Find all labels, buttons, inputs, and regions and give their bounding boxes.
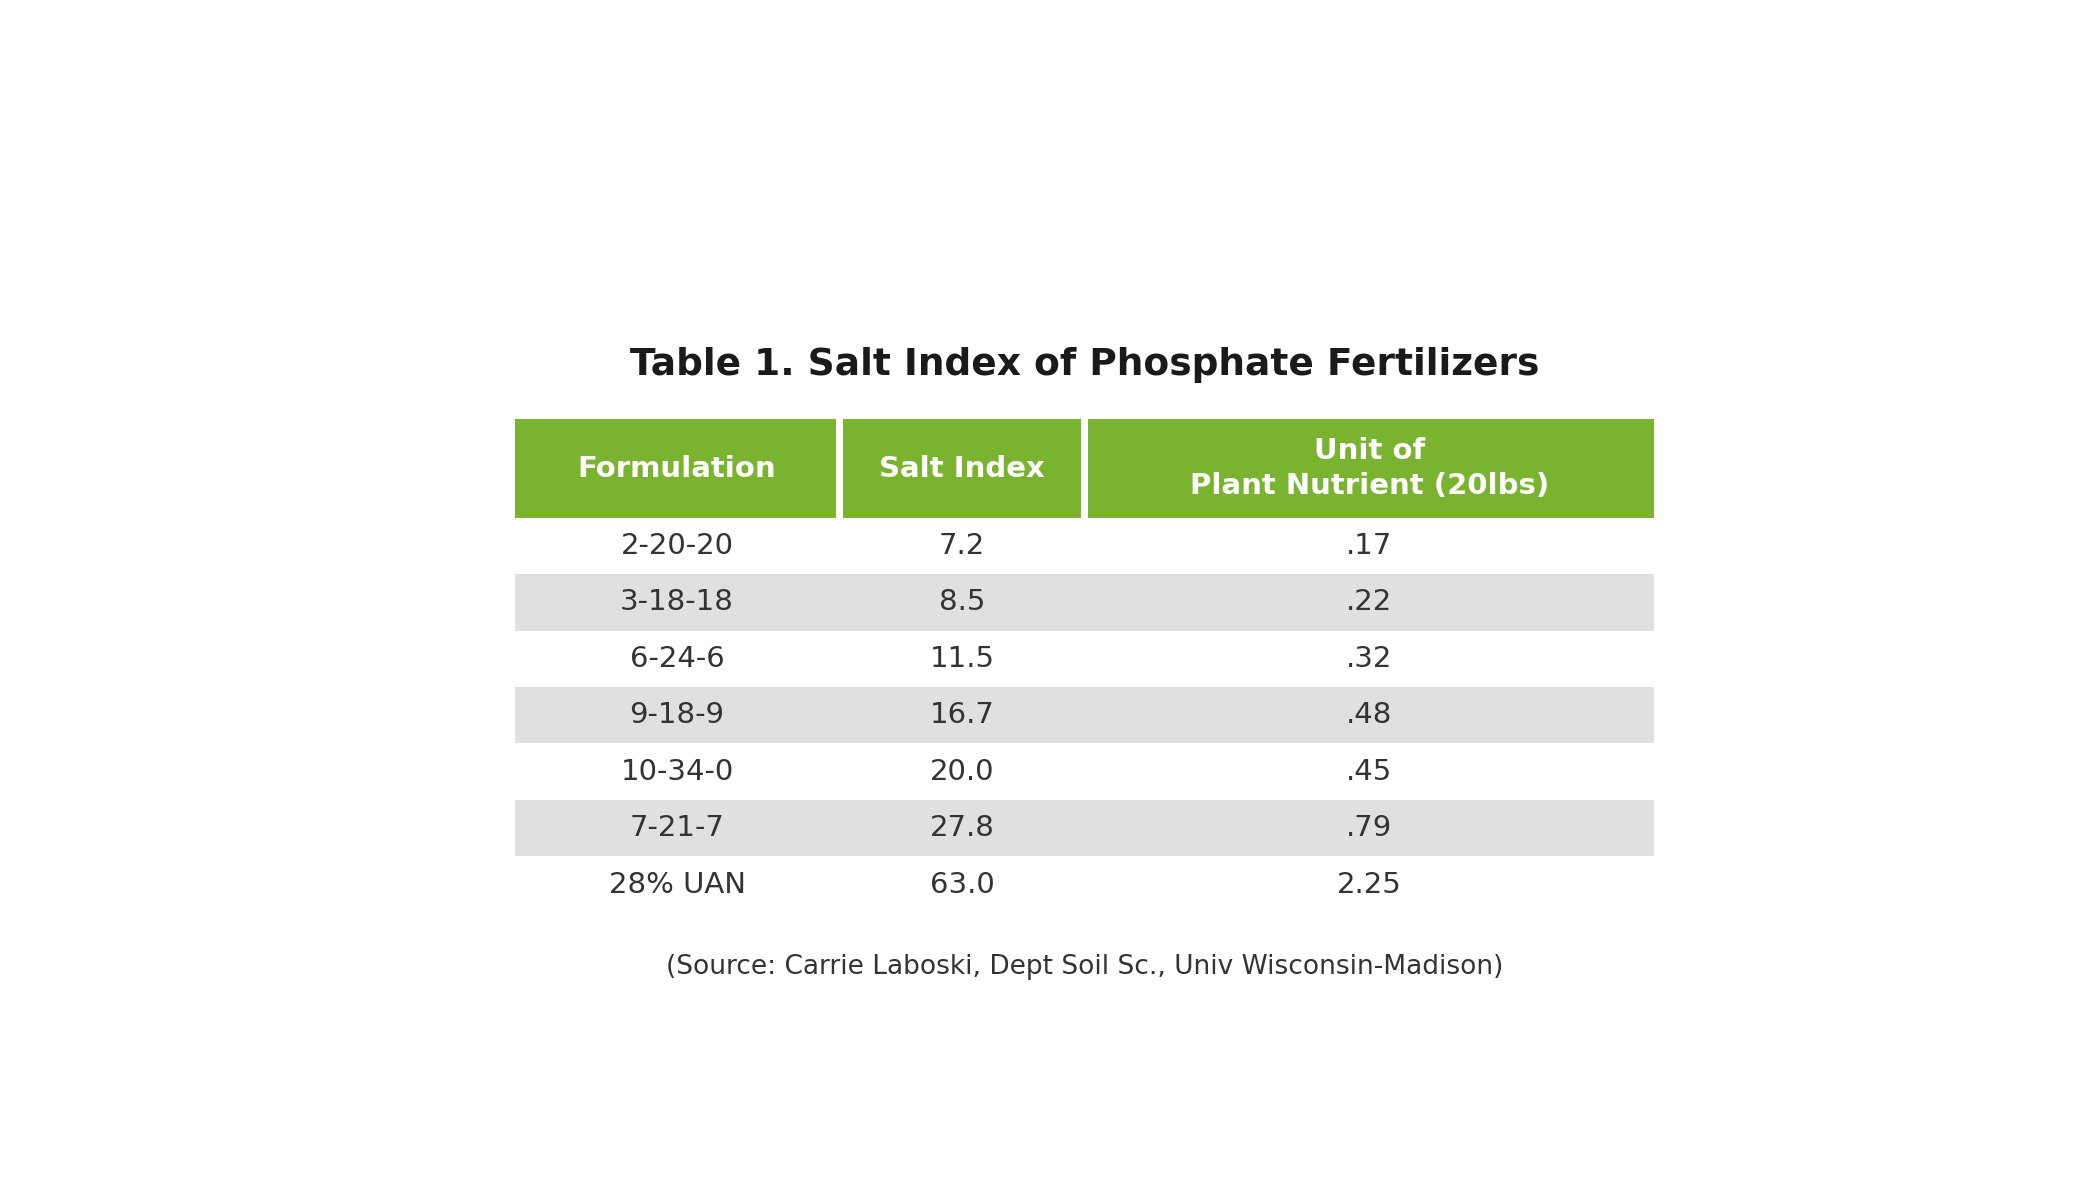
- Text: .79: .79: [1346, 814, 1392, 842]
- Text: .45: .45: [1346, 758, 1392, 786]
- Bar: [514, 630, 1655, 687]
- Text: 2.25: 2.25: [1338, 870, 1401, 898]
- Bar: [514, 800, 1655, 856]
- Text: 63.0: 63.0: [930, 870, 993, 898]
- Bar: [514, 420, 1655, 518]
- Text: 11.5: 11.5: [930, 645, 995, 673]
- Text: Table 1. Salt Index of Phosphate Fertilizers: Table 1. Salt Index of Phosphate Fertili…: [630, 346, 1539, 383]
- Text: 9-18-9: 9-18-9: [630, 701, 724, 729]
- Text: 2-20-20: 2-20-20: [622, 532, 733, 560]
- Bar: [514, 687, 1655, 743]
- Bar: [514, 574, 1655, 630]
- Text: 27.8: 27.8: [930, 814, 995, 842]
- Text: .17: .17: [1346, 532, 1392, 560]
- Text: Unit of
Plant Nutrient (20lbs): Unit of Plant Nutrient (20lbs): [1189, 437, 1550, 500]
- Text: (Source: Carrie Laboski, Dept Soil Sc., Univ Wisconsin-Madison): (Source: Carrie Laboski, Dept Soil Sc., …: [666, 954, 1504, 980]
- Text: 10-34-0: 10-34-0: [620, 758, 733, 786]
- Bar: [1082, 420, 1088, 518]
- Text: .32: .32: [1346, 645, 1392, 673]
- Text: 7-21-7: 7-21-7: [630, 814, 724, 842]
- Text: .48: .48: [1346, 701, 1392, 729]
- Text: 3-18-18: 3-18-18: [620, 589, 735, 616]
- Bar: [836, 420, 842, 518]
- Text: Formulation: Formulation: [578, 455, 777, 482]
- Text: 28% UAN: 28% UAN: [609, 870, 746, 898]
- Text: 20.0: 20.0: [930, 758, 993, 786]
- Text: Salt Index: Salt Index: [880, 455, 1046, 482]
- Bar: [514, 743, 1655, 800]
- Text: 7.2: 7.2: [939, 532, 985, 560]
- Bar: [514, 518, 1655, 574]
- Text: 16.7: 16.7: [930, 701, 995, 729]
- Text: 8.5: 8.5: [939, 589, 985, 616]
- Bar: [514, 856, 1655, 913]
- Text: .22: .22: [1346, 589, 1392, 616]
- Text: 6-24-6: 6-24-6: [630, 645, 724, 673]
